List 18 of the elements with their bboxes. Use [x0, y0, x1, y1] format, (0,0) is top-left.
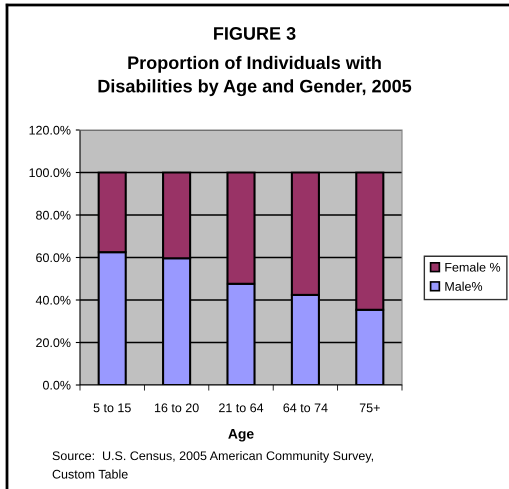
y-tick-label: 40.0% — [36, 296, 71, 305]
x-tick-label: 5 to 15 — [94, 404, 131, 412]
y-tick-label: 20.0% — [36, 338, 71, 348]
y-tick-label: 80.0% — [36, 210, 71, 220]
y-tick-label: 60.0% — [36, 253, 71, 262]
y-tick-label: 100.0% — [30, 168, 71, 178]
y-tick-label: 0.0% — [42, 380, 71, 390]
x-tick-label: 16 to 20 — [154, 403, 199, 412]
chart-title: FIGURE 3 — [214, 27, 296, 40]
y-tick-label: 120.0% — [30, 126, 71, 135]
chart-subtitle: Proportion of Individuals with Disabilities by Age and Gender, 2005 — [98, 56, 412, 96]
source-note: Source: U.S. Census, 2005 American Community Survey, Custom Table — [52, 451, 374, 479]
legend-label: Female % — [445, 262, 500, 272]
x-tick-label: 64 to 74 — [283, 403, 328, 412]
legend-label: Male% — [445, 282, 482, 291]
x-tick-label: 21 to 64 — [219, 403, 264, 412]
x-tick-label: 75+ — [360, 404, 380, 412]
x-axis-title: Age — [228, 429, 254, 442]
